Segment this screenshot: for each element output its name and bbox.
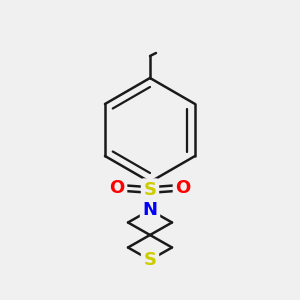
Text: S: S [143, 181, 157, 199]
Text: O: O [176, 179, 190, 197]
Text: S: S [143, 251, 157, 269]
Text: O: O [110, 179, 124, 197]
Text: N: N [142, 201, 158, 219]
